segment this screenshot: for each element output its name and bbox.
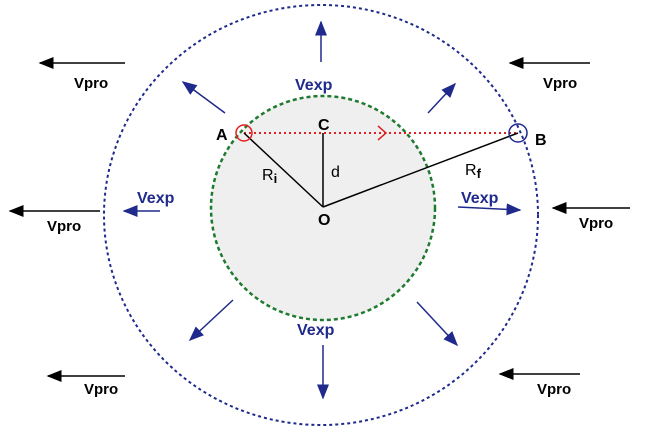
svg-text:Vexp: Vexp <box>461 190 499 207</box>
svg-text:Vpro: Vpro <box>74 75 108 92</box>
svg-text:Vpro: Vpro <box>84 381 118 398</box>
vpro-labels: Vpro Vpro Vpro Vpro Vpro Vpro <box>47 75 613 398</box>
outer-circle <box>103 4 539 426</box>
svg-text:Vpro: Vpro <box>537 381 571 398</box>
label-c: C <box>318 117 330 134</box>
label-o: O <box>318 212 330 229</box>
label-d: d <box>331 164 340 181</box>
label-a: A <box>216 127 228 144</box>
radii <box>243 132 519 208</box>
point-a-marker <box>235 124 253 142</box>
svg-text:Vexp: Vexp <box>137 190 175 207</box>
point-b-marker <box>508 123 528 143</box>
svg-text:Vexp: Vexp <box>295 77 333 94</box>
proper-arrows <box>8 57 630 382</box>
label-rf: Rf <box>465 162 482 181</box>
vexp-labels: Vexp Vexp Vexp Vexp <box>137 77 499 339</box>
svg-text:Vexp: Vexp <box>297 322 335 339</box>
chord-arrow <box>377 125 388 141</box>
svg-text:Vpro: Vpro <box>47 218 81 235</box>
label-b: B <box>535 132 547 149</box>
svg-text:Vpro: Vpro <box>579 215 613 232</box>
expansion-arrows <box>122 20 522 400</box>
svg-text:Vpro: Vpro <box>543 75 577 92</box>
inner-circle <box>209 94 437 322</box>
label-ri: Ri <box>262 167 277 186</box>
